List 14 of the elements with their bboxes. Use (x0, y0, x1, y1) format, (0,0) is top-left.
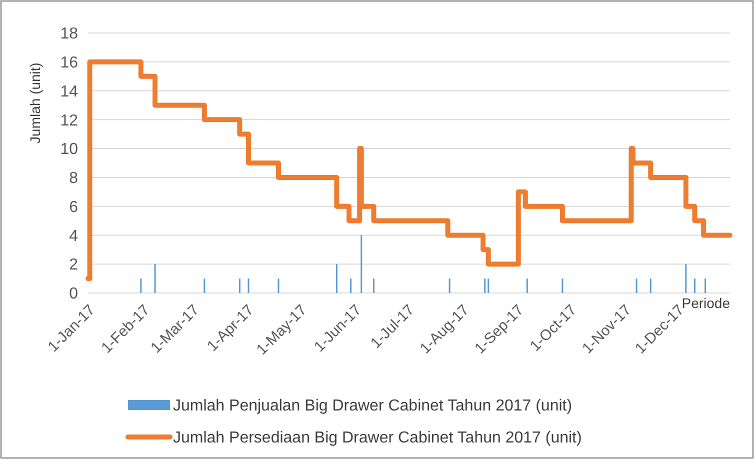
y-tick-label: 4 (69, 228, 78, 245)
y-tick-label: 6 (69, 198, 78, 216)
y-tick-label: 10 (60, 141, 78, 158)
y-axis-title: Jumlah (unit) (27, 62, 43, 144)
y-tick-label: 2 (69, 256, 78, 274)
y-tick-label: 8 (69, 170, 78, 188)
y-tick-label: 16 (60, 54, 78, 72)
y-tick-label: 14 (60, 83, 78, 100)
y-tick-label: 18 (60, 26, 78, 43)
legend-label: Jumlah Penjualan Big Drawer Cabinet Tahun 2017 (unit) (173, 398, 572, 415)
y-tick-label: 0 (69, 286, 78, 303)
legend-label: Jumlah Persediaan Big Drawer Cabinet Tahun 2017 (unit) (173, 430, 582, 447)
y-tick-label: 12 (60, 112, 78, 130)
x-axis-title: Periode (682, 295, 730, 311)
